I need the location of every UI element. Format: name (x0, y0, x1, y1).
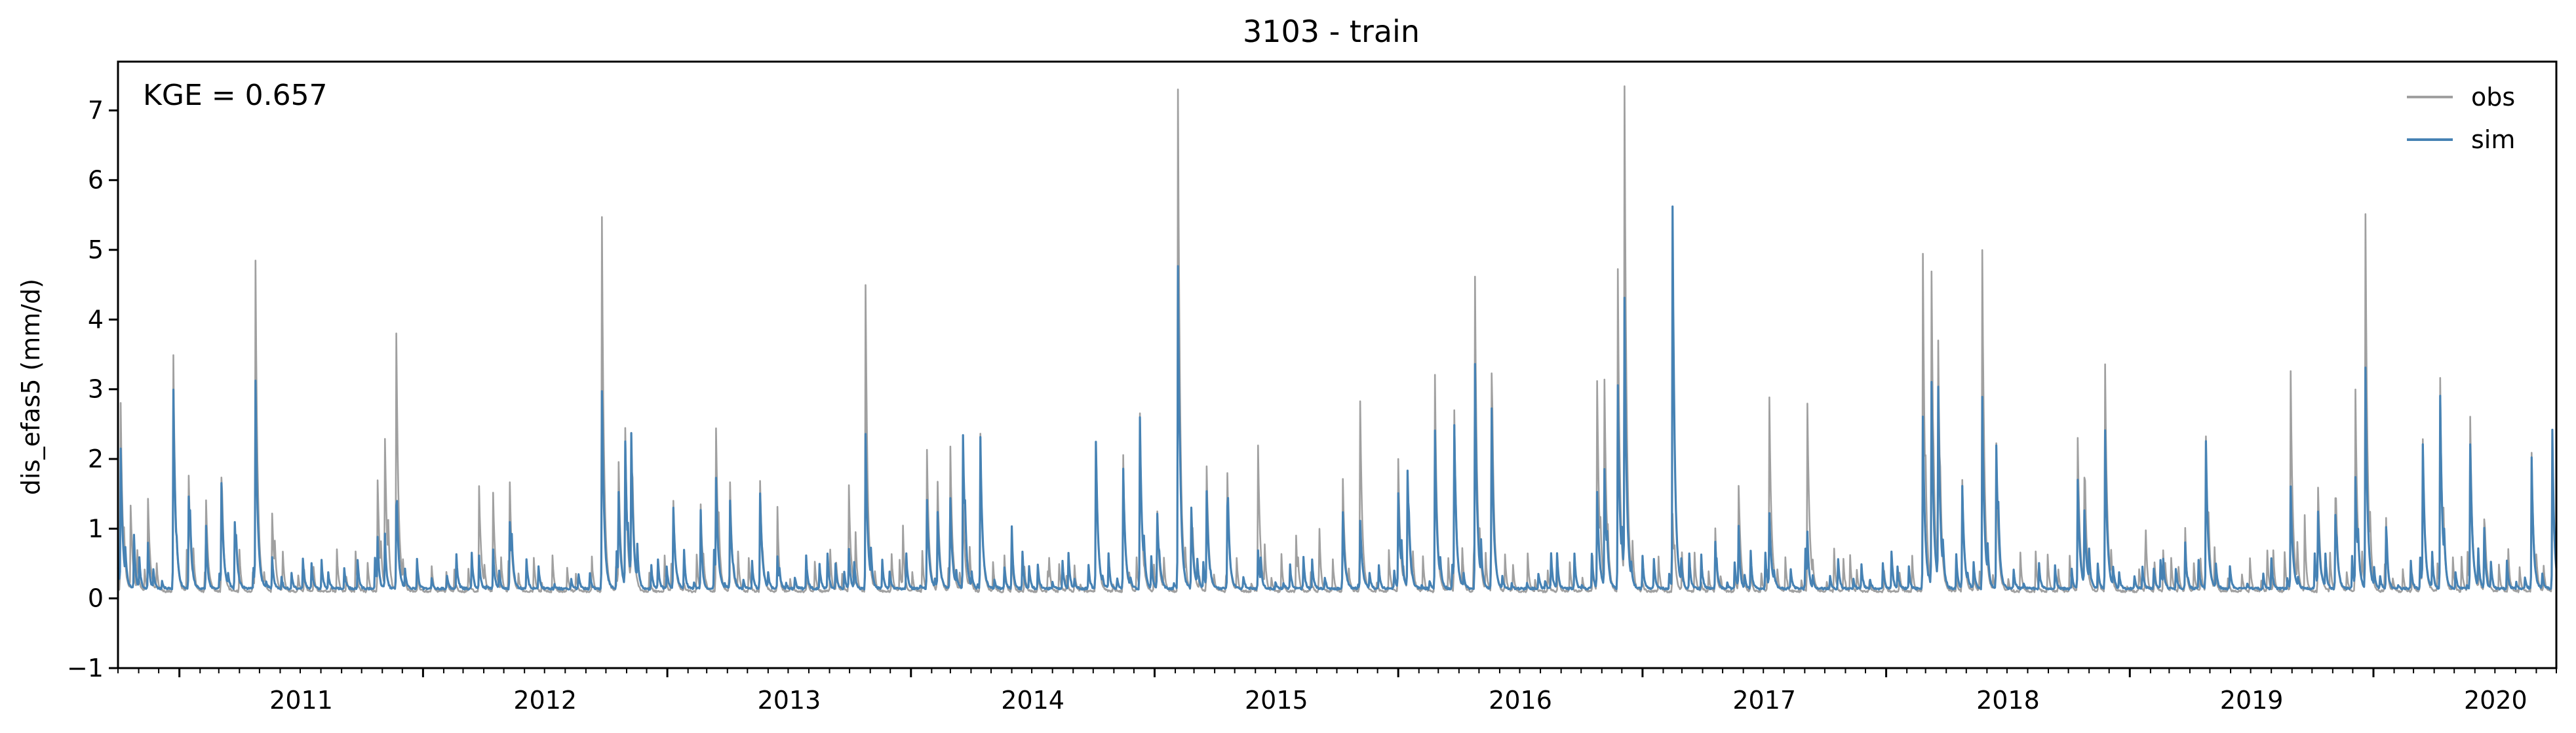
x-tick-label-4: 2015 (1245, 686, 1308, 715)
y-tick-label-0: −1 (67, 654, 104, 683)
y-tick-label-8: 7 (88, 96, 104, 125)
x-tick-label-2: 2013 (758, 686, 821, 715)
legend: obs sim (2407, 83, 2515, 154)
x-tick-label-5: 2016 (1489, 686, 1552, 715)
series-layer (117, 85, 2558, 593)
legend-obs-label: obs (2471, 83, 2515, 111)
x-tick-label-9: 2020 (2464, 686, 2527, 715)
y-axis: −1 0 1 2 3 4 5 6 7 (67, 96, 118, 683)
series-line-obs (117, 85, 2558, 593)
chart-title: 3103 - train (1243, 14, 1420, 49)
x-tick-label-0: 2011 (269, 686, 333, 715)
y-tick-label-6: 5 (88, 235, 104, 264)
kge-annotation: KGE = 0.657 (143, 79, 328, 112)
series-line-sim (117, 205, 2558, 591)
x-tick-label-3: 2014 (1001, 686, 1064, 715)
plot-area (117, 60, 2558, 669)
y-tick-label-2: 1 (88, 514, 104, 543)
y-tick-label-3: 2 (88, 445, 104, 473)
x-tick-label-6: 2017 (1732, 686, 1796, 715)
legend-sim-label: sim (2471, 125, 2515, 154)
y-tick-label-4: 3 (88, 375, 104, 404)
x-tick-label-8: 2019 (2220, 686, 2284, 715)
x-axis: 2011 2012 2013 2014 2015 2016 2017 2018 2019 2020 (117, 668, 2557, 715)
x-tick-label-1: 2012 (513, 686, 577, 715)
x-tick-label-7: 2018 (1976, 686, 2040, 715)
y-axis-label: dis_efas5 (mm/d) (16, 279, 45, 495)
y-tick-label-1: 0 (88, 584, 104, 613)
y-tick-label-5: 4 (88, 305, 104, 334)
y-tick-label-7: 6 (88, 166, 104, 195)
